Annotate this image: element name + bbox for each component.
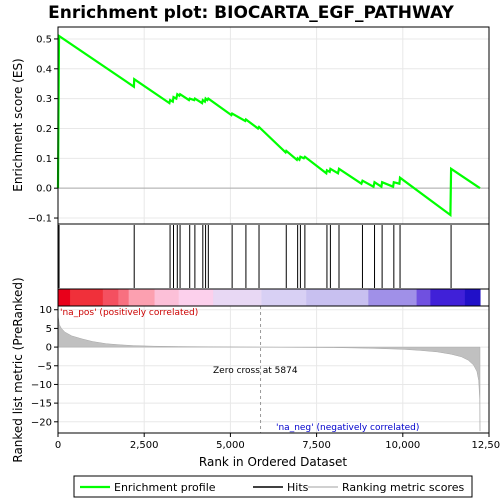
metric-tick-label: −15	[31, 399, 52, 410]
heatmap-segment	[102, 289, 119, 306]
x-axis-ticks: 0 2,500 5,000 7,500 10,000 12,500	[55, 433, 500, 451]
es-tick-label: 0.0	[36, 184, 52, 195]
es-tick-label: 0.2	[36, 124, 52, 135]
legend: Enrichment profile Hits Ranking metric s…	[73, 475, 473, 498]
chart-title: Enrichment plot: BIOCARTA_EGF_PATHWAY	[48, 3, 454, 23]
metric-tick-label: −5	[37, 361, 52, 372]
metric-tick-label: 10	[39, 305, 52, 316]
heatmap-segment	[464, 289, 481, 306]
metric-tick-label: 5	[46, 324, 52, 335]
x-tick-label: 5,000	[216, 440, 245, 451]
heatmap-segment	[213, 289, 262, 306]
metric-tick-label: −10	[31, 380, 52, 391]
es-tick-label: 0.3	[36, 94, 52, 105]
ranking-metric-area	[57, 307, 481, 432]
heatmap-segment	[154, 289, 180, 306]
heatmap-segment	[70, 289, 104, 306]
es-tick-label: −0.1	[28, 214, 52, 225]
heatmap-segment	[128, 289, 156, 306]
es-ylabel: Enrichment score (ES)	[11, 58, 25, 191]
metric-tick-label: −20	[31, 417, 52, 428]
x-tick-label: 2,500	[130, 440, 159, 451]
x-tick-label: 7,500	[302, 440, 331, 451]
es-tick-label: 0.4	[36, 64, 52, 75]
legend-metric-label: Ranking metric scores	[342, 481, 464, 494]
hits-frame	[57, 223, 490, 290]
heatmap-segment	[368, 289, 418, 306]
es-tick-label: 0.1	[36, 154, 52, 165]
hits-panel	[57, 223, 490, 290]
legend-hits-label: Hits	[287, 481, 309, 494]
metric-tick-label: 0	[46, 343, 52, 354]
metric-frame	[57, 305, 490, 434]
legend-enrichment-label: Enrichment profile	[114, 481, 216, 494]
heatmap-segment	[261, 289, 307, 306]
x-axis-label: Rank in Ordered Dataset	[199, 455, 347, 469]
es-y-ticks: −0.1 0.0 0.1 0.2 0.3 0.4 0.5	[28, 34, 58, 225]
zero-cross-label: Zero cross at 5874	[213, 366, 298, 376]
metric-y-ticks: −20 −15 −10 −5 0 5 10	[31, 305, 58, 428]
heatmap-segment	[118, 289, 130, 306]
heatmap-segment	[416, 289, 431, 306]
metric-ylabel: Ranked list metric (PreRanked)	[11, 277, 25, 462]
x-tick-label: 10,000	[385, 440, 420, 451]
enrichment-panel: −0.1 0.0 0.1 0.2 0.3 0.4 0.5 Enrichment score …	[11, 26, 490, 225]
enrichment-profile-line	[56, 33, 481, 218]
hit-marks	[58, 225, 452, 288]
es-tick-label: 0.5	[36, 34, 52, 45]
heatmap-segment	[58, 289, 71, 306]
heatmap-segment	[306, 289, 369, 306]
heatmap-segment	[430, 289, 466, 306]
x-tick-label: 12,500	[472, 440, 500, 451]
pos-label: 'na_pos' (positively correlated)	[60, 308, 198, 318]
metric-panel: −20 −15 −10 −5 0 5 10 'na_pos' (positively cor…	[11, 277, 490, 463]
rank-heatmap-bar	[58, 289, 481, 306]
x-tick-label: 0	[55, 440, 61, 451]
heatmap-segment	[178, 289, 214, 306]
neg-label: 'na_neg' (negatively correlated)	[276, 423, 419, 433]
